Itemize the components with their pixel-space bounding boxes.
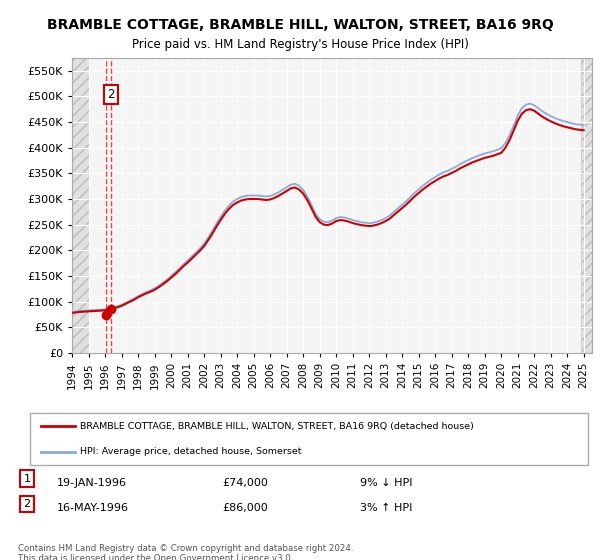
Text: 16-MAY-1996: 16-MAY-1996	[57, 503, 129, 513]
FancyBboxPatch shape	[30, 413, 588, 465]
Text: 9% ↓ HPI: 9% ↓ HPI	[360, 478, 413, 488]
Text: Price paid vs. HM Land Registry's House Price Index (HPI): Price paid vs. HM Land Registry's House …	[131, 38, 469, 51]
Text: 19-JAN-1996: 19-JAN-1996	[57, 478, 127, 488]
Text: 2: 2	[107, 88, 115, 101]
Text: Contains HM Land Registry data © Crown copyright and database right 2024.
This d: Contains HM Land Registry data © Crown c…	[18, 544, 353, 560]
Text: £86,000: £86,000	[222, 503, 268, 513]
Text: BRAMBLE COTTAGE, BRAMBLE HILL, WALTON, STREET, BA16 9RQ (detached house): BRAMBLE COTTAGE, BRAMBLE HILL, WALTON, S…	[80, 422, 474, 431]
Text: 2: 2	[23, 499, 31, 509]
Text: BRAMBLE COTTAGE, BRAMBLE HILL, WALTON, STREET, BA16 9RQ: BRAMBLE COTTAGE, BRAMBLE HILL, WALTON, S…	[47, 18, 553, 32]
Bar	[72, 58, 89, 353]
Text: 3% ↑ HPI: 3% ↑ HPI	[360, 503, 412, 513]
Bar	[581, 58, 592, 353]
Text: £74,000: £74,000	[222, 478, 268, 488]
Text: 1: 1	[23, 474, 31, 484]
Text: HPI: Average price, detached house, Somerset: HPI: Average price, detached house, Some…	[80, 447, 302, 456]
